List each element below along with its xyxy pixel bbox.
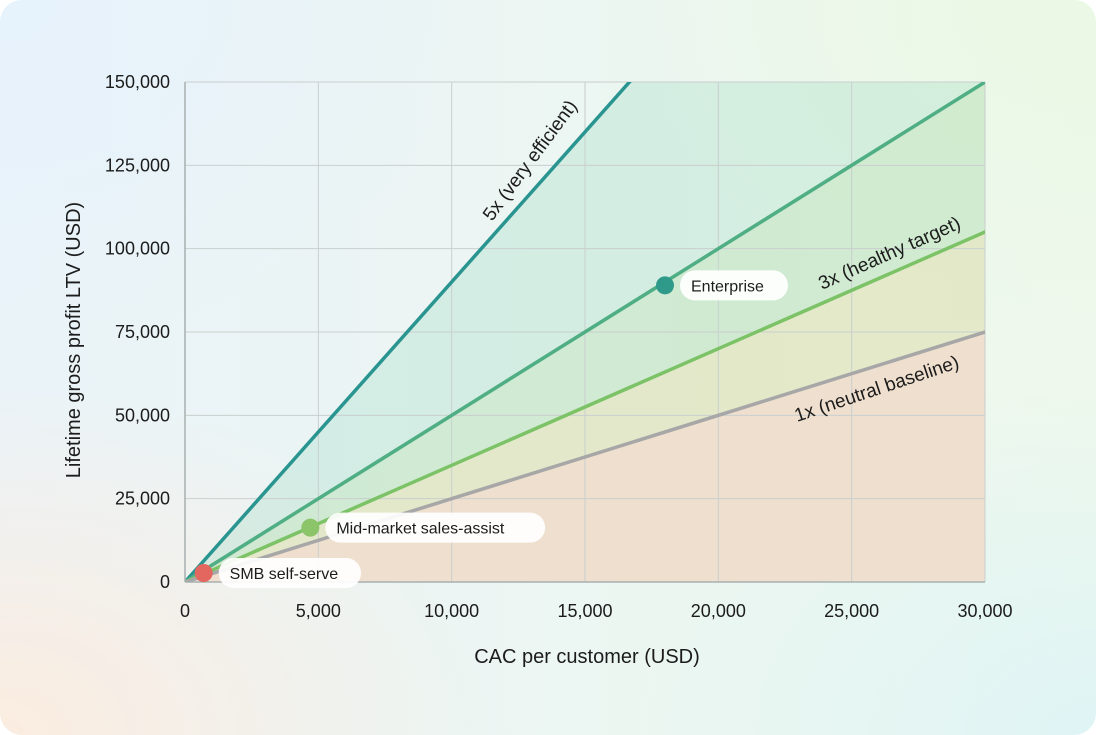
x-tick-label: 20,000 [691,601,746,621]
x-tick-label: 25,000 [824,601,879,621]
x-tick-label: 30,000 [957,601,1012,621]
data-points: Enterprise Mid-market sales-assist SMB sel… [194,270,788,588]
point-label: Mid-market sales-assist [336,521,505,538]
point-marker [301,518,320,537]
point-marker [656,276,674,295]
x-tick-label: 15,000 [557,601,612,621]
x-tick-label: 0 [180,601,190,621]
tick-labels: 0 5,000 10,000 15,000 20,000 25,000 30,000 0 25,… [105,72,1013,621]
y-tick-label: 150,000 [105,72,170,92]
y-axis-title: Lifetime gross profit LTV (USD) [63,202,85,478]
y-tick-label: 75,000 [115,322,170,342]
data-point-smb-self-serve[interactable]: SMB self-serve [194,558,362,588]
point-marker [194,564,213,582]
x-tick-label: 10,000 [424,601,479,621]
y-tick-label: 125,000 [105,155,170,175]
x-tick-label: 5,000 [296,601,341,621]
data-point-enterprise[interactable]: Enterprise [656,270,788,301]
ratio-line-3 [185,330,985,582]
point-label-pill [218,558,362,588]
y-tick-label: 50,000 [115,405,170,425]
ratio-line-0 [185,82,632,582]
y-tick-label: 25,000 [115,489,170,509]
point-label-pill [680,270,788,301]
x-axis-title: CAC per customer (USD) [474,646,700,668]
y-tick-label: 100,000 [105,239,170,259]
y-tick-label: 0 [160,572,170,592]
point-label: SMB self-serve [230,566,339,583]
point-label: Enterprise [691,278,764,295]
point-label-pill [325,512,546,543]
ratio-line-1 [185,82,985,582]
data-point-mid-market-sales-assist[interactable]: Mid-market sales-assist [301,512,546,543]
